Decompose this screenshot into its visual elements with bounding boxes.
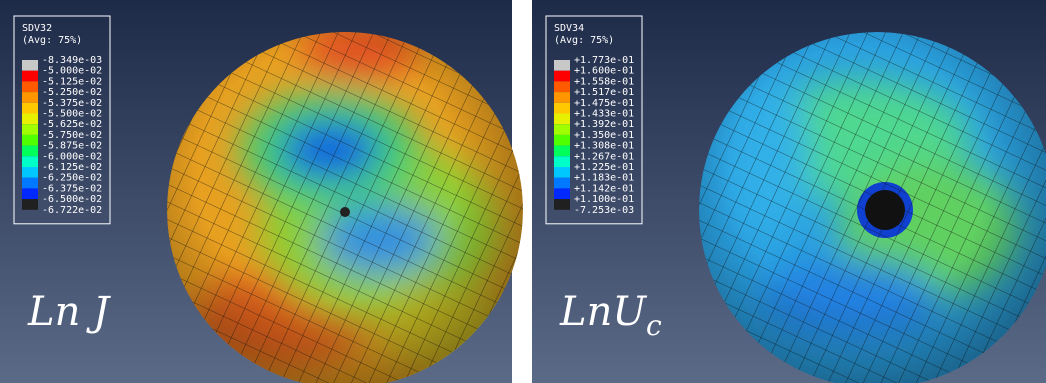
legend-subtitle: (Avg: 75%) (554, 35, 614, 46)
legend-title: SDV34 (554, 23, 584, 34)
legend-swatch (22, 167, 38, 178)
legend-label: -7.253e-03 (574, 205, 634, 216)
legend-label: -6.500e-02 (42, 194, 102, 205)
legend-swatch (554, 134, 570, 146)
label-main: LnU (559, 289, 647, 335)
legend-label: +1.308e-01 (574, 141, 634, 152)
legend-title: SDV32 (22, 23, 52, 34)
legend-label: -5.250e-02 (42, 87, 102, 98)
legend-swatch (22, 188, 38, 200)
legend-label: -6.000e-02 (42, 151, 102, 162)
sphere-contour (699, 32, 1046, 383)
legend-swatch (22, 124, 38, 135)
legend-label: +1.100e-01 (574, 194, 634, 205)
legend-swatch (22, 70, 38, 82)
legend-label: -5.000e-02 (42, 66, 102, 77)
panel-label: Ln J (27, 289, 111, 335)
legend-label: -5.625e-02 (42, 119, 102, 130)
legend-label: +1.392e-01 (574, 119, 634, 130)
legend-label: -5.125e-02 (42, 76, 102, 87)
legend-label: -6.722e-02 (42, 205, 102, 216)
legend-label: -6.375e-02 (42, 183, 102, 194)
legend-swatch (22, 177, 38, 189)
legend-swatch (554, 188, 570, 200)
legend-swatch (554, 199, 570, 210)
label-subscript: c (646, 309, 662, 342)
legend-label: +1.475e-01 (574, 98, 634, 109)
legend-label: +1.433e-01 (574, 109, 634, 120)
legend-swatch (22, 102, 38, 114)
legend-label: +1.773e-01 (574, 55, 634, 66)
legend-label: -8.349e-03 (42, 55, 102, 66)
legend-swatch (554, 177, 570, 189)
legend-label: -5.875e-02 (42, 141, 102, 152)
legend-label: +1.517e-01 (574, 87, 634, 98)
legend-swatch (22, 60, 38, 71)
legend: SDV32(Avg: 75%) -8.349e-03-5.000e-02-5.12… (13, 15, 111, 225)
legend-swatch (22, 145, 38, 157)
legend-swatch (554, 60, 570, 71)
legend-label: -6.125e-02 (42, 162, 102, 173)
legend-frame (545, 15, 643, 225)
legend-label: +1.183e-01 (574, 173, 634, 184)
legend-subtitle: (Avg: 75%) (22, 35, 82, 46)
legend-swatch (22, 134, 38, 146)
legend-label: +1.225e-01 (574, 162, 634, 173)
legend-label: -5.500e-02 (42, 109, 102, 120)
legend-frame (13, 15, 111, 225)
legend-swatch (22, 81, 38, 93)
legend: SDV34(Avg: 75%) +1.773e-01+1.600e-01+1.55… (545, 15, 643, 225)
legend-swatch (554, 145, 570, 157)
legend-label: -6.250e-02 (42, 173, 102, 184)
panel-label: LnUc (559, 289, 662, 342)
legend-label: +1.142e-01 (574, 183, 634, 194)
legend-label: +1.350e-01 (574, 130, 634, 141)
legend-label: +1.600e-01 (574, 66, 634, 77)
legend-swatch (554, 81, 570, 93)
legend-swatch (554, 167, 570, 178)
legend-swatch (22, 92, 38, 103)
legend-swatch (22, 113, 38, 125)
legend-label: +1.558e-01 (574, 76, 634, 87)
legend-label: -5.750e-02 (42, 130, 102, 141)
legend-swatch (554, 70, 570, 82)
label-main: Ln J (27, 289, 111, 335)
sphere-contour (167, 32, 523, 383)
legend-swatch (22, 199, 38, 210)
legend-swatch (554, 124, 570, 135)
legend-label: +1.267e-01 (574, 151, 634, 162)
legend-label: -5.375e-02 (42, 98, 102, 109)
legend-swatch (554, 102, 570, 114)
legend-swatch (554, 156, 570, 167)
legend-swatch (554, 92, 570, 103)
legend-swatch (22, 156, 38, 167)
legend-swatch (554, 113, 570, 125)
